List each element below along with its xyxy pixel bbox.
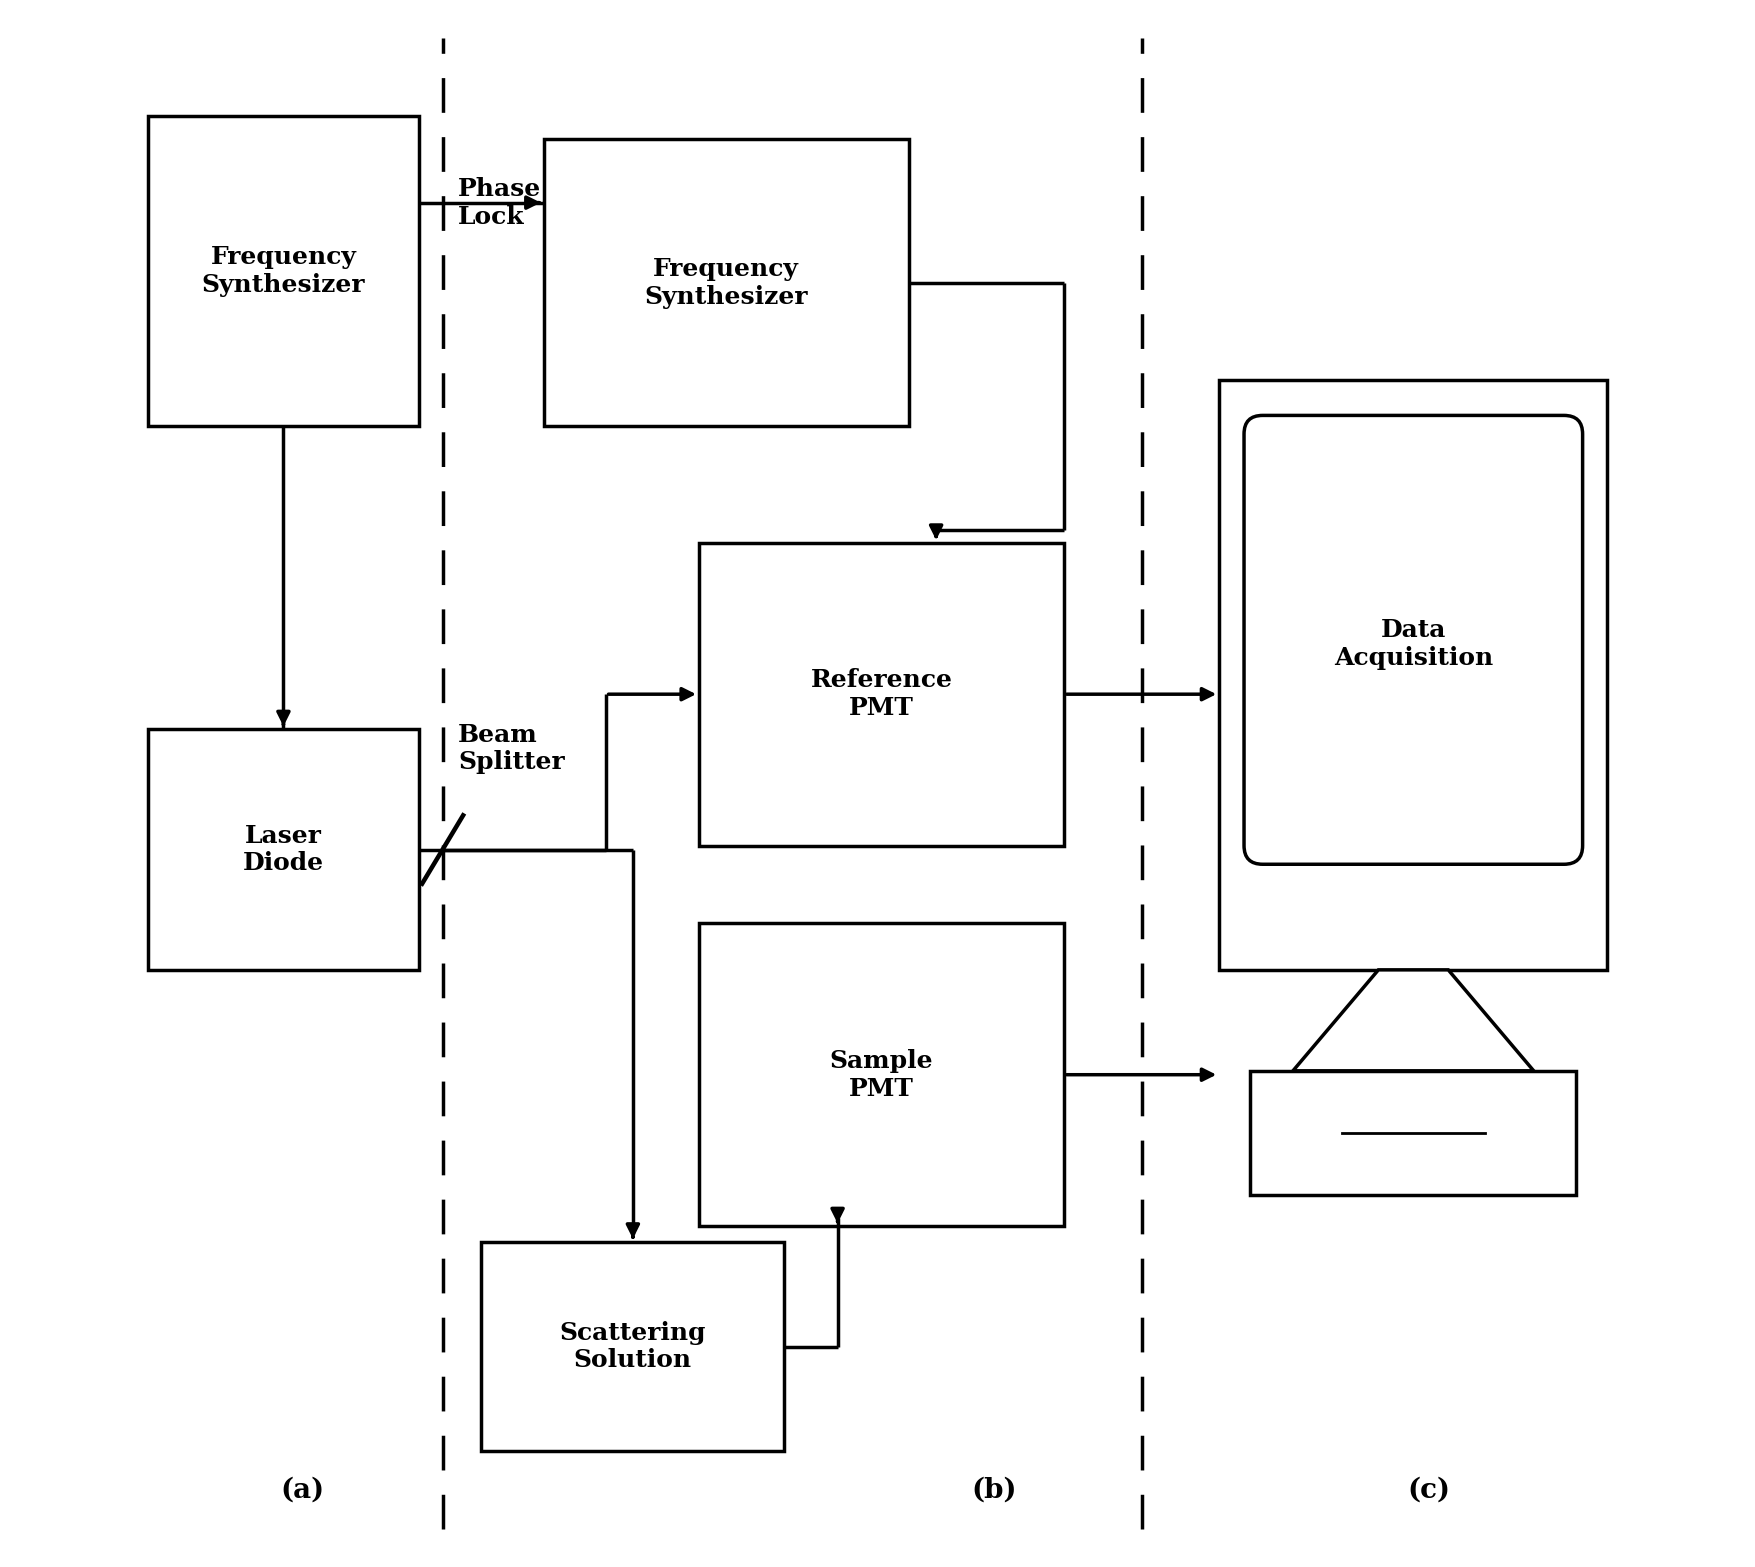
Bar — [1220, 379, 1608, 970]
Polygon shape — [1293, 970, 1534, 1070]
Text: (b): (b) — [971, 1476, 1016, 1504]
Bar — [544, 139, 909, 426]
Text: Beam
Splitter: Beam Splitter — [458, 722, 565, 774]
Text: (c): (c) — [1408, 1476, 1450, 1504]
Bar — [698, 923, 1064, 1225]
Text: Data
Acquisition: Data Acquisition — [1334, 617, 1494, 669]
Bar — [147, 116, 419, 426]
Text: Frequency
Synthesizer: Frequency Synthesizer — [644, 257, 807, 309]
Text: (a): (a) — [281, 1476, 325, 1504]
FancyBboxPatch shape — [1244, 415, 1583, 865]
Text: Sample
PMT: Sample PMT — [830, 1048, 934, 1100]
Bar — [1250, 1070, 1576, 1196]
Bar — [481, 1241, 784, 1451]
Text: Laser
Diode: Laser Diode — [242, 824, 325, 876]
Text: Frequency
Synthesizer: Frequency Synthesizer — [202, 244, 365, 296]
Bar — [147, 729, 419, 970]
Text: Scattering
Solution: Scattering Solution — [560, 1321, 706, 1373]
Text: Reference
PMT: Reference PMT — [811, 668, 953, 721]
Text: Phase
Lock: Phase Lock — [458, 177, 541, 229]
Bar — [698, 542, 1064, 846]
